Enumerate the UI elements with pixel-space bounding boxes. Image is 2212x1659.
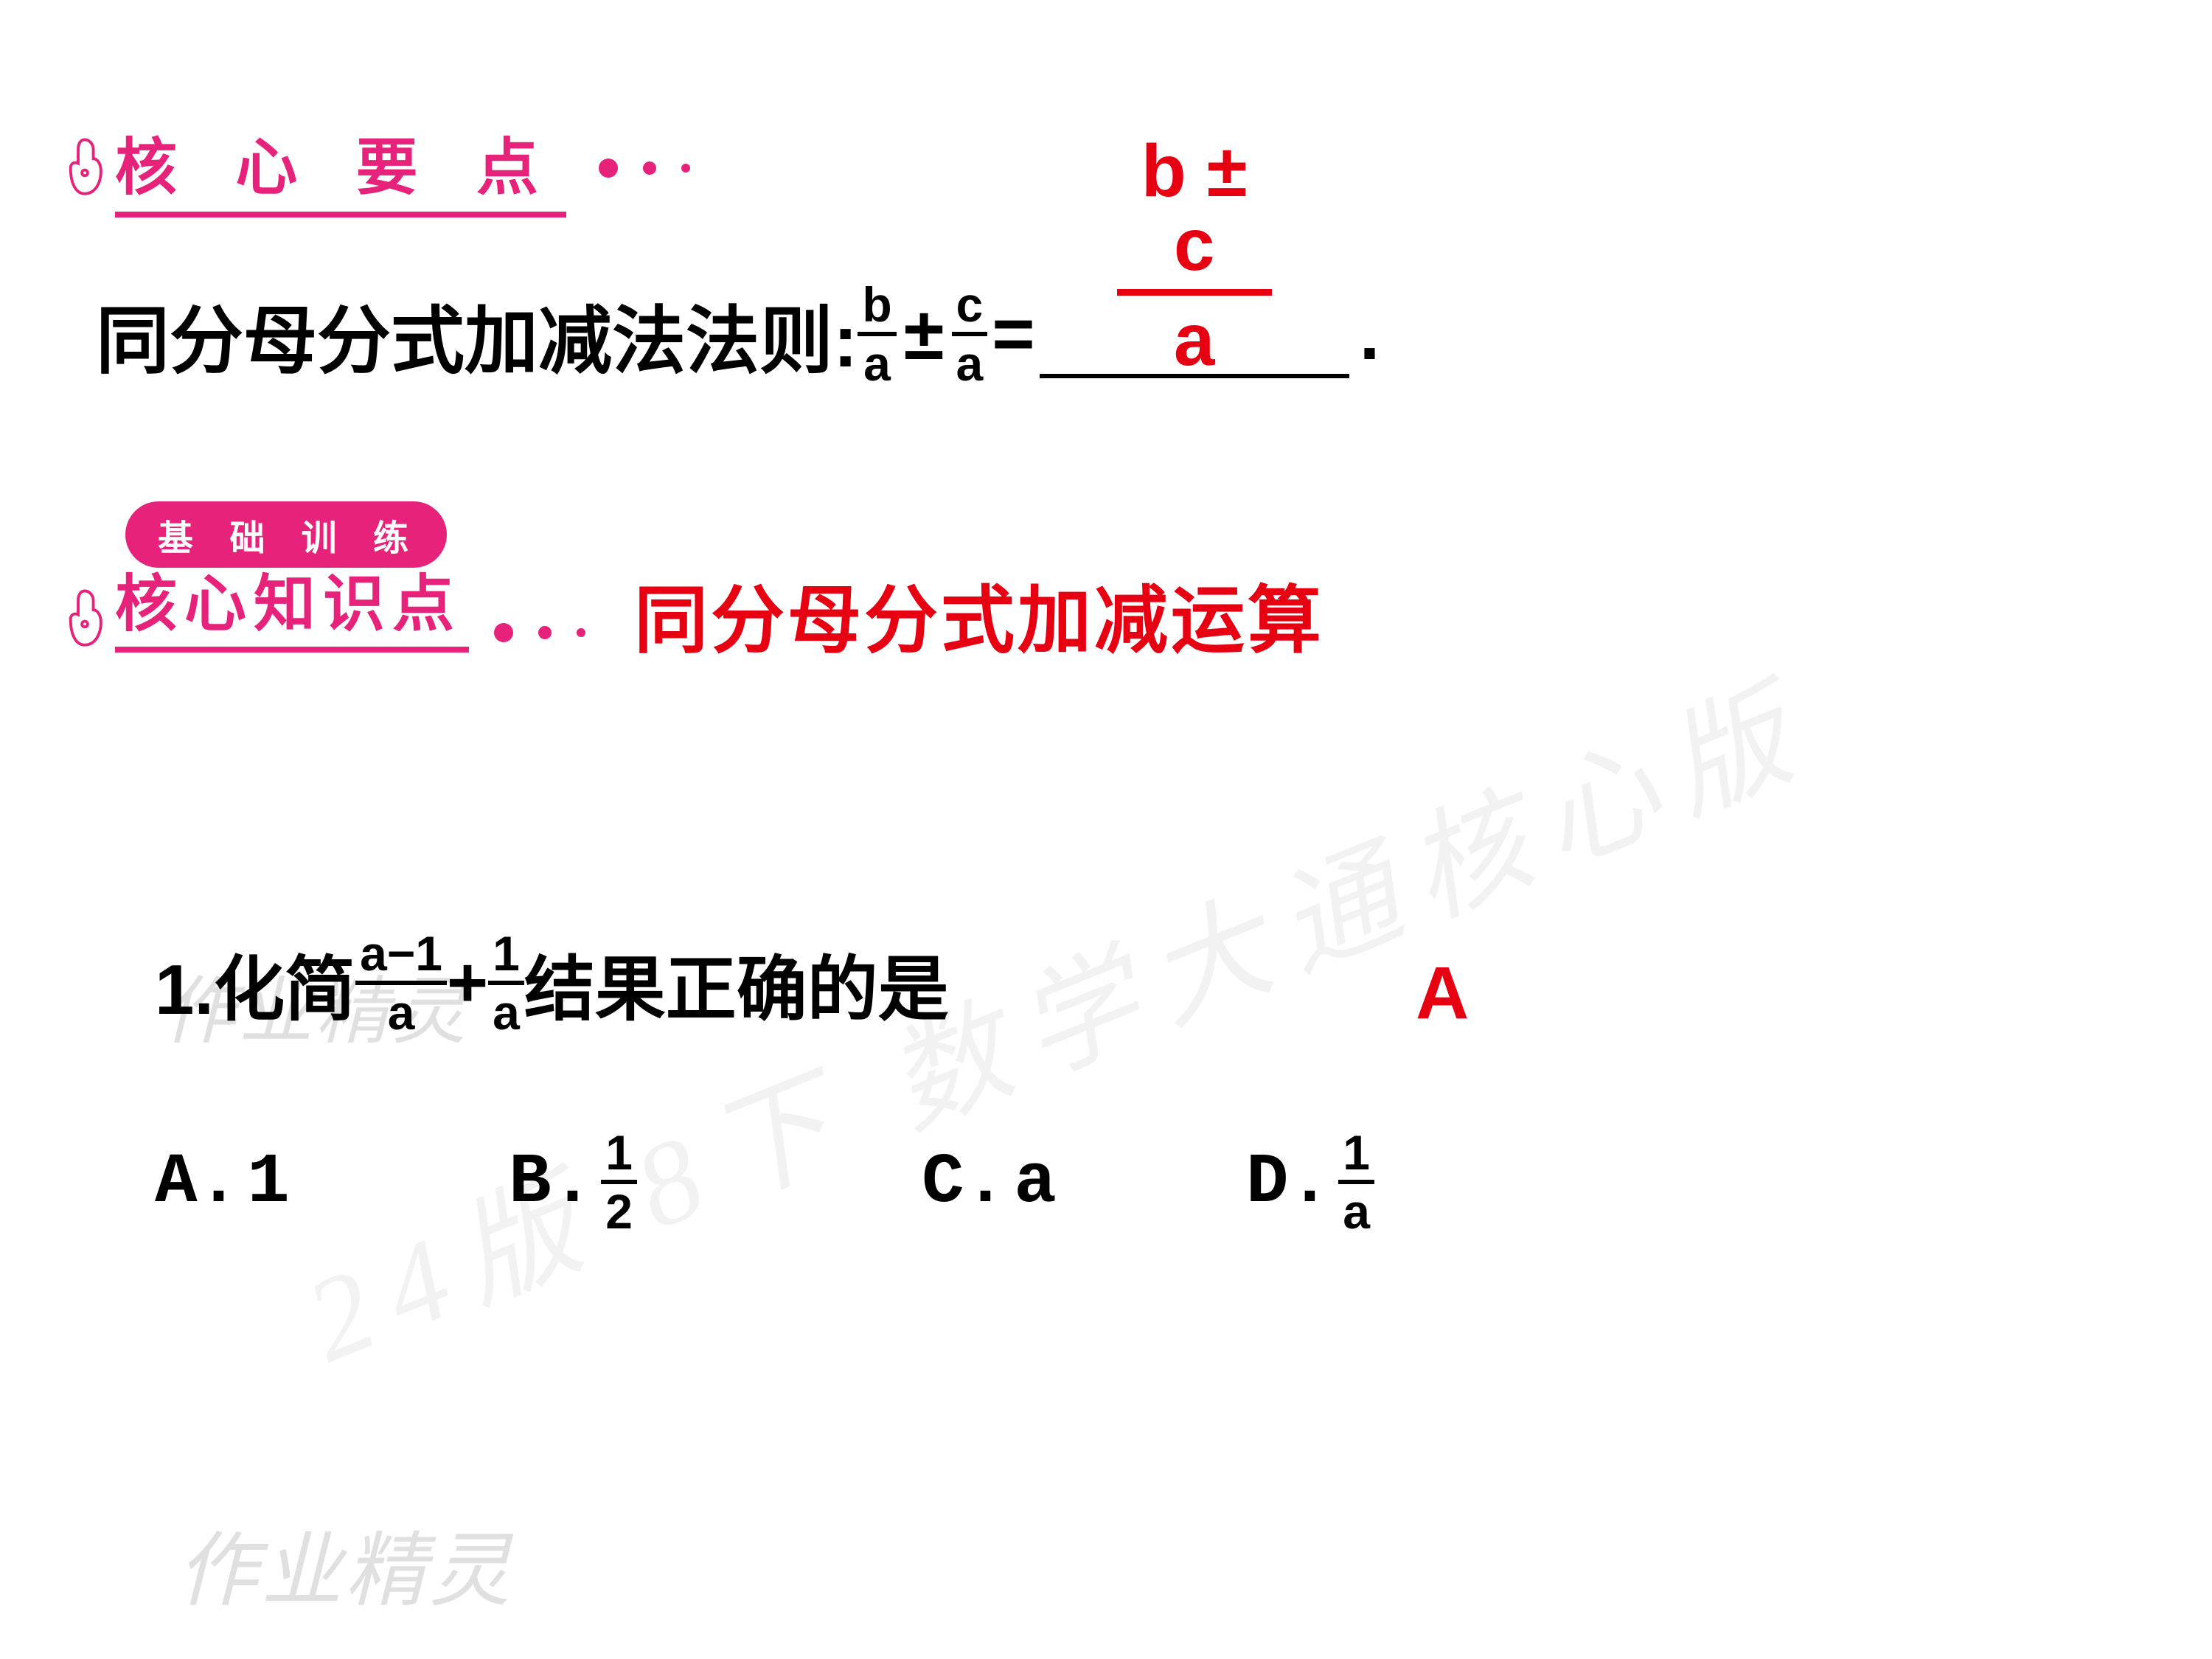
option-d: D. 1 a — [1246, 1128, 1374, 1236]
option-b: B. 1 2 — [509, 1128, 922, 1236]
section-title-core-knowledge: 核心知识点 — [115, 554, 469, 653]
option-c: C. a — [922, 1142, 1246, 1222]
section-header-basic-training: 基 础 训 练 核心知识点 — [59, 501, 585, 653]
hand-icon — [59, 135, 111, 201]
plus-minus-sign: ± — [904, 292, 945, 377]
q1-answer: A — [1416, 951, 1469, 1036]
watermark-small-2: 作业精灵 — [177, 1504, 513, 1622]
rule-label: 同分母分式加减法法则: — [96, 281, 858, 388]
option-b-frac: 1 2 — [601, 1128, 637, 1236]
q1-frac2: 1 a — [488, 929, 524, 1037]
section-title-core-points: 核 心 要 点 — [115, 118, 566, 218]
pill-basic-training: 基 础 训 练 — [125, 501, 447, 568]
hand-icon — [59, 586, 111, 653]
question-1: 1.化简 a−1 a + 1 a 结果正确的是 — [155, 929, 949, 1037]
decorative-dots — [494, 623, 585, 642]
option-a: A. 1 — [155, 1142, 509, 1222]
q1-plus: + — [447, 942, 488, 1023]
option-d-frac: 1 a — [1338, 1128, 1374, 1236]
q1-prefix: 1.化简 — [155, 932, 355, 1034]
rule-answer-fraction: b ± c a — [1117, 134, 1272, 377]
rule-statement: 同分母分式加减法法则: b a ± c a = b ± c a . — [96, 280, 2087, 388]
rule-frac-b-over-a: b a — [858, 280, 896, 388]
decorative-dots — [599, 159, 690, 178]
rule-frac-c-over-a: c a — [952, 280, 988, 388]
q1-suffix: 结果正确的是 — [524, 932, 949, 1034]
q1-options: A. 1 B. 1 2 C. a D. 1 a — [155, 1128, 1630, 1236]
equals-sign: = — [992, 292, 1034, 377]
topic-heading: 同分母分式加减运算 — [634, 560, 1324, 667]
period: . — [1360, 292, 1380, 377]
section-header-core-points: 核 心 要 点 — [59, 118, 690, 218]
answer-blank: b ± c a — [1040, 290, 1349, 378]
q1-frac1: a−1 a — [355, 929, 447, 1037]
